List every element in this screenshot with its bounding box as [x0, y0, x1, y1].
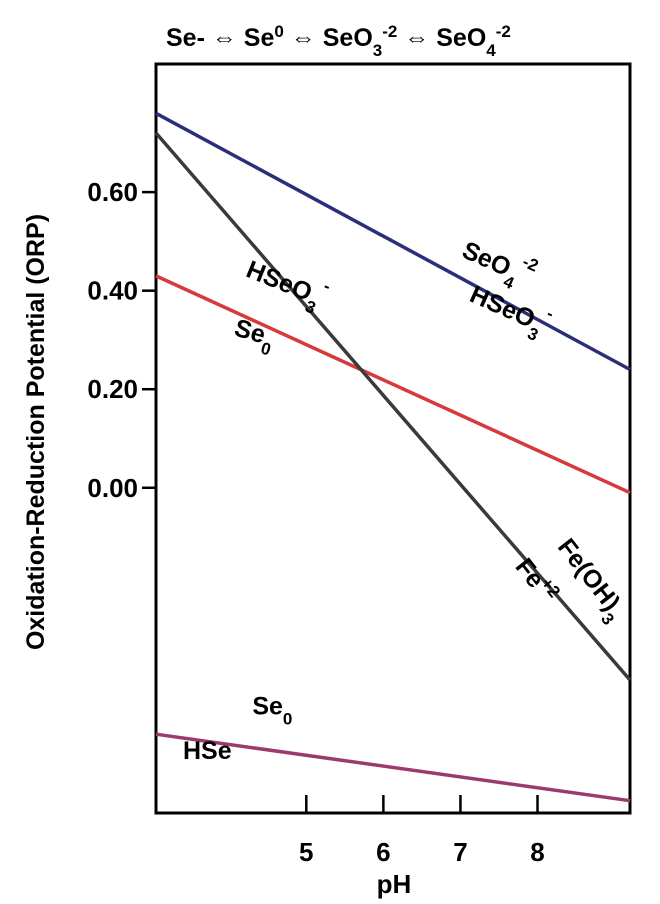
- title-part: 4: [486, 41, 496, 60]
- title-part: ⇔ SeO: [284, 24, 373, 52]
- annotation-se0-low: Se0: [252, 692, 292, 728]
- series-line-seo4-hseo3: [155, 111, 631, 372]
- annotation-subscript: 0: [283, 709, 292, 728]
- x-tick-label: 6: [376, 837, 390, 867]
- y-tick-label: 0.00: [87, 473, 138, 503]
- series-layer: [154, 111, 632, 803]
- annotation-fe2: Fe+2: [510, 551, 564, 608]
- annotation-base-text: Se: [252, 692, 283, 720]
- series-line-fe-oh3-fe2: [154, 131, 632, 682]
- series-line-hseo3-se0: [155, 274, 631, 495]
- annotation-superscript: -2: [520, 252, 542, 276]
- annotation-superscript: -: [321, 276, 333, 296]
- y-tick-label: 0.40: [87, 276, 138, 306]
- annotation-se0-mid: Se0: [229, 314, 277, 359]
- title-part: ⇔ SeO: [397, 24, 486, 52]
- annotation-seo4: SeO4-2: [455, 228, 541, 299]
- title-part: -2: [496, 22, 511, 41]
- annotation-base-text: HSe: [183, 737, 232, 765]
- series-line-se0-hse: [155, 732, 631, 803]
- y-tick-label: 0.20: [87, 374, 138, 404]
- annotation-hse: HSe: [183, 737, 232, 765]
- x-tick-label: 5: [299, 837, 313, 867]
- x-axis-label: pH: [377, 869, 412, 899]
- plot-frame: [154, 62, 632, 815]
- x-axis-ticks: 5 6 7 8: [299, 795, 545, 867]
- title-part: 3: [373, 41, 382, 60]
- y-tick-label: 0.60: [87, 177, 138, 207]
- x-tick-label: 8: [530, 837, 544, 867]
- x-tick-label: 7: [453, 837, 467, 867]
- chart-title: Se- ⇔ Se0 ⇔ SeO3-2 ⇔ SeO4-2: [166, 22, 511, 60]
- title-part: 0: [274, 22, 283, 41]
- annotation-feoh3: Fe(OH)3: [546, 533, 631, 628]
- title-part: -2: [382, 22, 397, 41]
- annotation-hseo3-left: HSeO3-: [240, 247, 334, 319]
- annotation-superscript: -: [544, 304, 557, 324]
- y-axis-ticks: 0.60 0.40 0.20 0.00: [87, 177, 156, 503]
- title-part: Se- ⇔ Se: [166, 24, 274, 52]
- y-axis-label: Oxidation-Reduction Potential (ORP): [22, 214, 50, 650]
- annotation-base-text: HSeO: [242, 256, 316, 307]
